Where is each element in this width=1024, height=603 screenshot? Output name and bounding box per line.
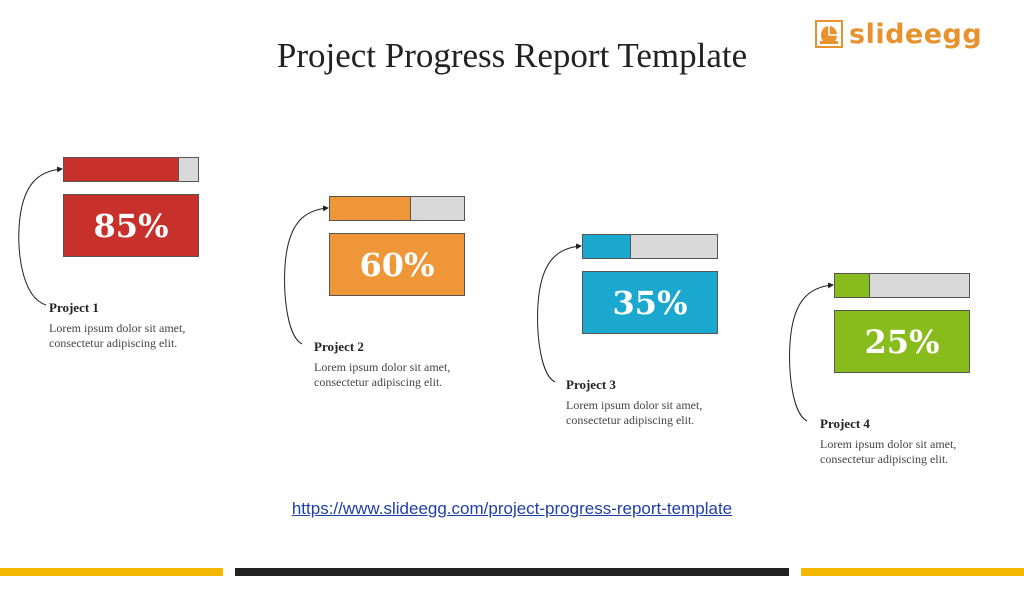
progress-fill [835, 274, 870, 297]
progress-fill [583, 235, 631, 258]
progress-bar [63, 157, 199, 182]
slideegg-logo: slideegg [815, 16, 982, 52]
progress-fill [330, 197, 412, 220]
project-description: Lorem ipsum dolor sit amet, consectetur … [820, 437, 957, 466]
project-description: Lorem ipsum dolor sit amet, consectetur … [566, 398, 703, 427]
progress-bar [834, 273, 970, 298]
percent-box: 85% [63, 194, 199, 257]
project-description: Lorem ipsum dolor sit amet, consectetur … [314, 360, 451, 389]
footer-bar-right [801, 568, 1024, 576]
curved-arrow-icon [284, 205, 329, 345]
progress-bar [582, 234, 718, 259]
project-name: Project 2 [314, 339, 364, 354]
egg-icon [815, 20, 843, 48]
curved-arrow-icon [537, 243, 582, 383]
page-title: Project Progress Report Template [276, 36, 748, 75]
logo-text: slideegg [849, 18, 983, 50]
project-card-3: 35% Project 3 Lorem ipsum dolor sit amet… [535, 234, 835, 564]
project-card-2: 60% Project 2 Lorem ipsum dolor sit amet… [282, 196, 582, 526]
footer-bar-center [235, 568, 789, 576]
progress-bar [329, 196, 465, 221]
project-name: Project 3 [566, 377, 616, 392]
project-card-1: 85% Project 1 Lorem ipsum dolor sit amet… [16, 157, 316, 487]
project-name: Project 4 [820, 416, 870, 431]
project-description: Lorem ipsum dolor sit amet, consectetur … [49, 321, 186, 350]
curved-arrow-icon [18, 166, 63, 306]
template-link[interactable]: https://www.slideegg.com/project-progres… [291, 499, 733, 518]
percent-box: 35% [582, 271, 718, 334]
footer-bar-left [0, 568, 223, 576]
curved-arrow-icon [789, 282, 834, 422]
progress-fill [64, 158, 179, 181]
project-name: Project 1 [49, 300, 99, 315]
project-card-4: 25% Project 4 Lorem ipsum dolor sit amet… [787, 273, 1024, 603]
percent-box: 25% [834, 310, 970, 373]
percent-box: 60% [329, 233, 465, 296]
